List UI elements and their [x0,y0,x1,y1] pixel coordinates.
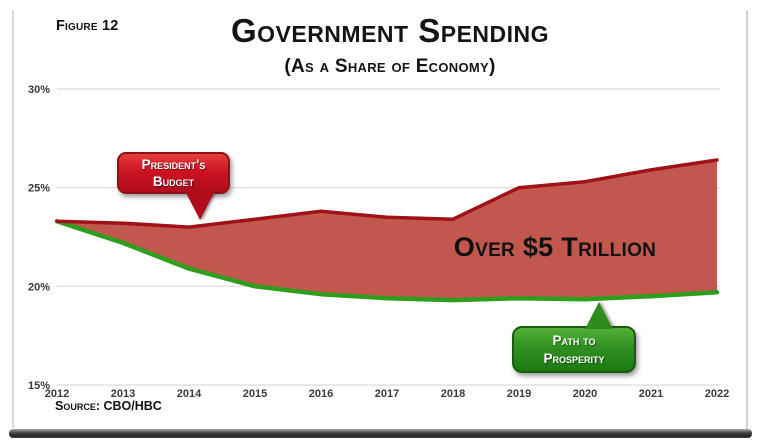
callout-presidents-budget-line1: President's [141,157,206,172]
path-to-prosperity-line [54,218,720,303]
y-tick-label: 15% [28,380,50,392]
x-tick-label: 2022 [705,388,729,400]
x-tick-label: 2018 [441,388,465,400]
slide-border-right [746,10,748,430]
chart-subtitle: (As a Share of Economy) [284,56,496,77]
x-tick-label: 2020 [573,388,597,400]
x-tick-label: 2017 [375,388,399,400]
callout-pointer-down-icon [185,191,215,220]
source-note: Source: CBO/HBC [55,399,162,413]
area-annotation: Over $5 Trillion [453,232,657,262]
slide-border-left [12,10,14,428]
x-tick-label: 2013 [111,388,135,400]
y-tick-label: 30% [28,84,50,96]
callout-path-to-prosperity-line2: Prosperity [543,350,605,366]
callout-presidents-budget: President's Budget [117,152,230,220]
y-tick-label: 20% [28,281,50,293]
chart-title: Government Spending [230,12,550,49]
callout-path-to-prosperity-line1: Path to [552,332,596,348]
presidents-budget-line [55,158,719,229]
y-tick-label: 25% [28,183,50,195]
spending-gap-area [57,160,717,301]
x-tick-label: 2021 [639,388,663,400]
callout-pointer-up-icon [585,302,613,329]
source-label: Source: [55,399,101,413]
source-value: CBO/HBC [103,399,162,413]
x-tick-label: 2015 [243,388,267,400]
callout-path-to-prosperity: Path to Prosperity [512,302,636,373]
x-tick-label: 2014 [177,388,202,400]
figure-label: Figure 12 [56,18,119,34]
x-tick-label: 2016 [309,388,333,400]
slide-border-bottom [9,429,752,438]
callout-presidents-budget-line2: Budget [152,174,195,189]
x-tick-label: 2019 [507,388,531,400]
x-tick-label: 2012 [45,388,69,400]
